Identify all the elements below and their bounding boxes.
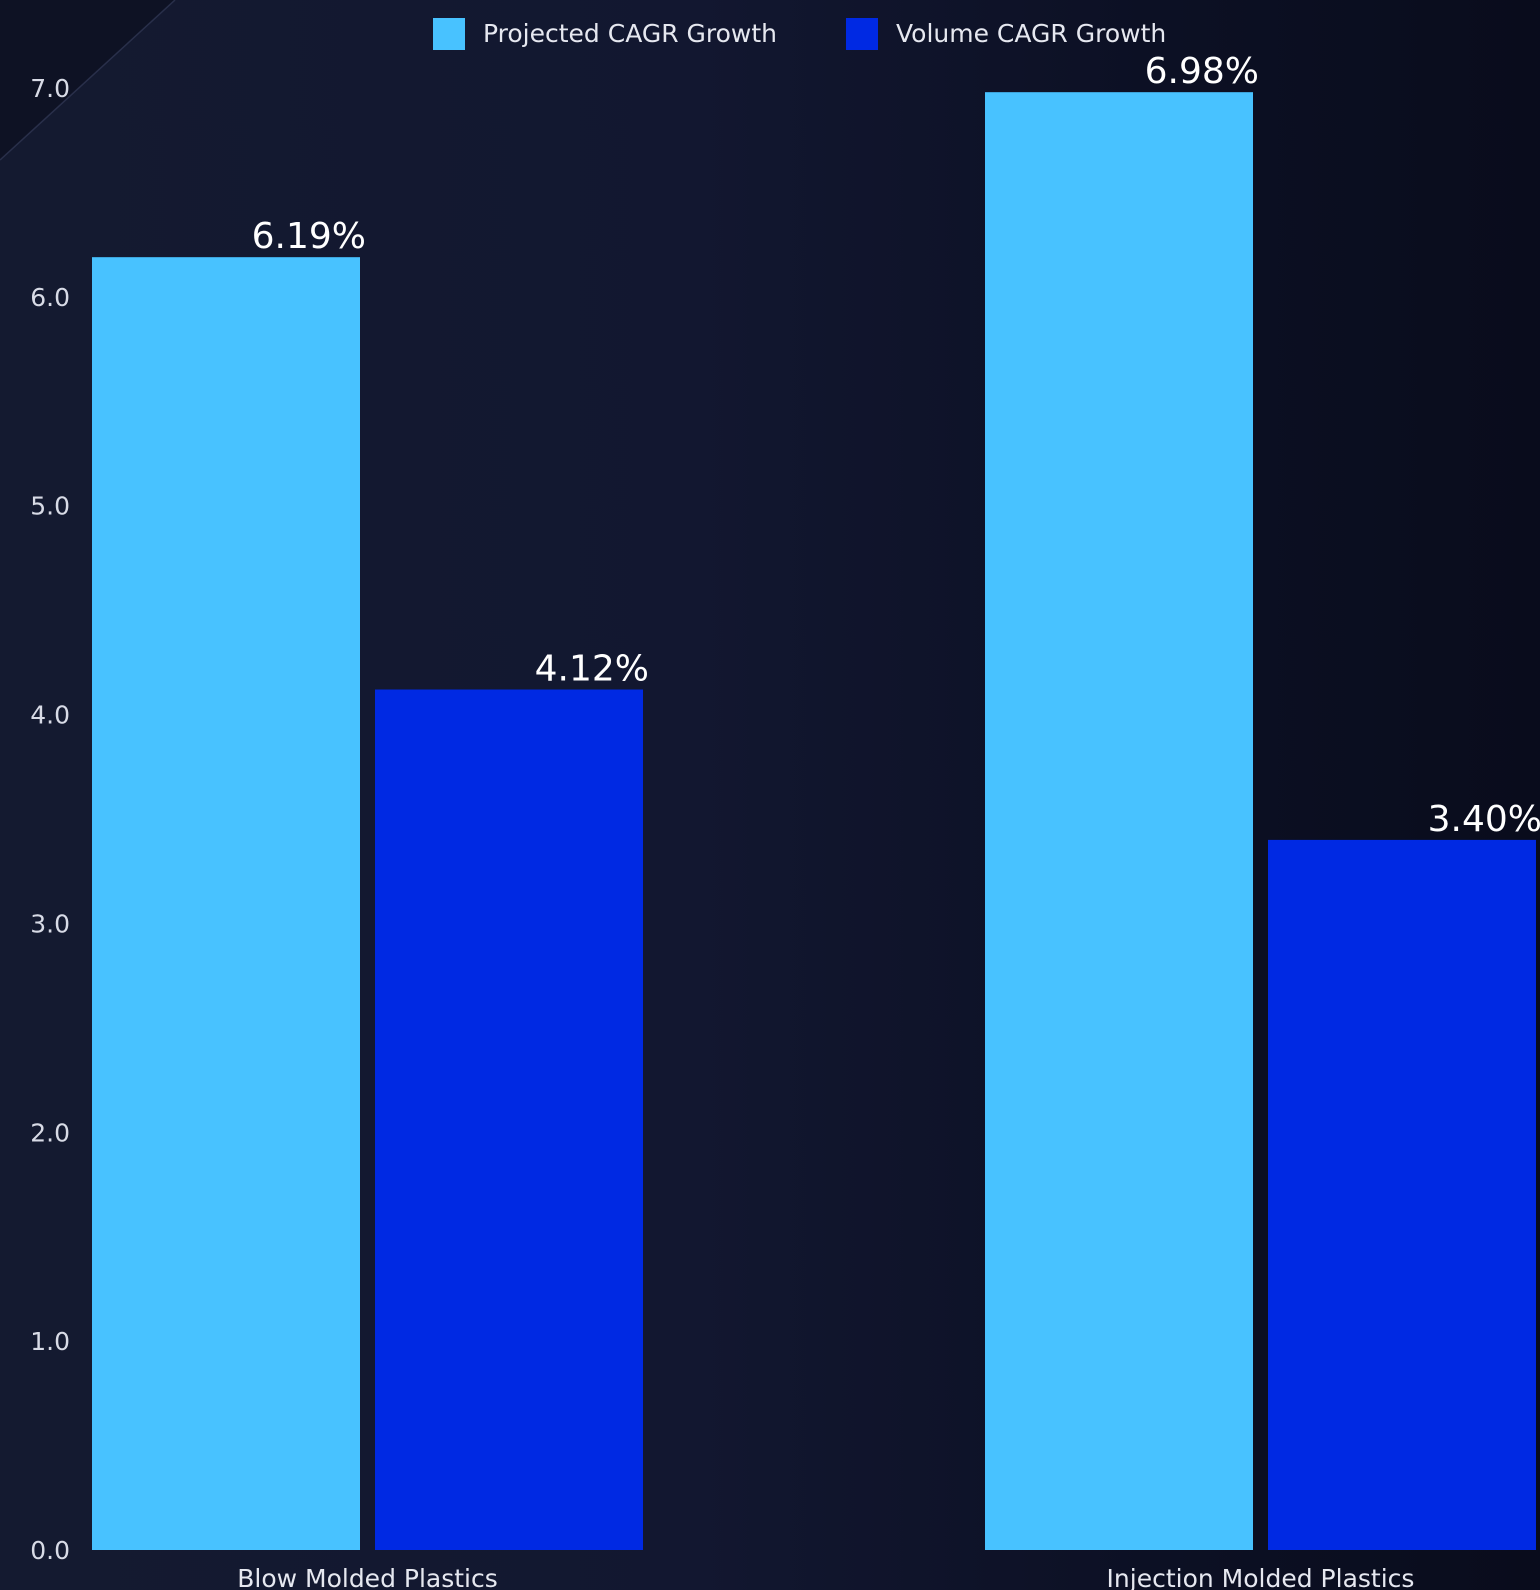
legend: Projected CAGR Growth Volume CAGR Growth	[433, 18, 1166, 50]
y-tick-label-1: 1.0	[30, 1327, 70, 1356]
legend-swatch-projected-cagr-growth	[433, 18, 465, 50]
data-labels: 6.19% 4.12% 6.98% 3.40%	[252, 51, 1540, 840]
legend-label-projected-cagr-growth: Projected CAGR Growth	[483, 19, 777, 48]
x-axis: Blow Molded Plastics Injection Molded Pla…	[237, 1564, 1414, 1590]
legend-label-volume-cagr-growth: Volume CAGR Growth	[896, 19, 1166, 48]
corner-decoration	[0, 0, 176, 161]
x-category-label-0: Blow Molded Plastics	[237, 1564, 498, 1590]
y-tick-label-3: 3.0	[30, 909, 70, 938]
y-tick-label-2: 2.0	[30, 1118, 70, 1147]
y-axis: 0.0 1.0 2.0 3.0 4.0 5.0 6.0 7.0	[30, 74, 70, 1565]
legend-swatch-volume-cagr-growth	[846, 18, 878, 50]
data-label-volume-cagr-growth-blow-molded-plastics: 4.12%	[535, 649, 649, 690]
y-tick-label-5: 5.0	[30, 492, 70, 521]
bar-projected-cagr-growth-injection-molded-plastics	[985, 92, 1253, 1551]
bar-volume-cagr-growth-injection-molded-plastics	[1268, 839, 1536, 1550]
bar-volume-cagr-growth-blow-molded-plastics	[375, 689, 643, 1550]
y-tick-label-7: 7.0	[30, 74, 70, 103]
data-label-projected-cagr-growth-blow-molded-plastics: 6.19%	[252, 216, 366, 257]
x-category-label-1: Injection Molded Plastics	[1107, 1564, 1415, 1590]
data-label-projected-cagr-growth-injection-molded-plastics: 6.98%	[1145, 51, 1259, 92]
data-label-volume-cagr-growth-injection-molded-plastics: 3.40%	[1428, 799, 1540, 840]
y-tick-label-0: 0.0	[30, 1536, 70, 1565]
y-tick-label-4: 4.0	[30, 701, 70, 730]
bars	[92, 92, 1536, 1551]
bar-projected-cagr-growth-blow-molded-plastics	[92, 257, 360, 1550]
y-tick-label-6: 6.0	[30, 283, 70, 312]
